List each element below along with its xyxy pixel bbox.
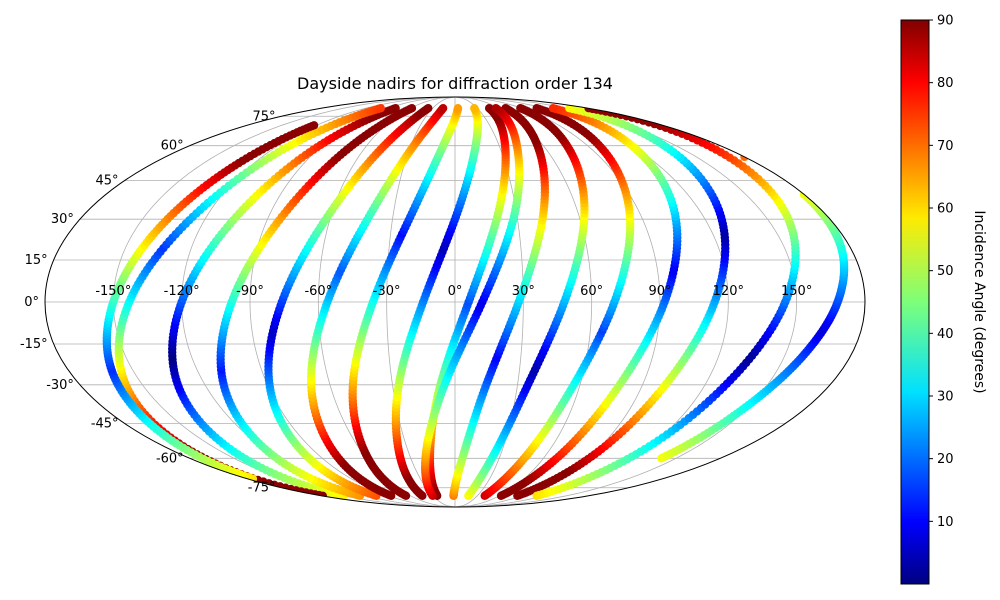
x-tick-label: 150° xyxy=(781,284,812,299)
colorbar-tick-label: 60 xyxy=(937,202,954,217)
y-tick-label: 0° xyxy=(24,295,39,310)
x-tick-label: -90° xyxy=(236,284,264,299)
y-tick-label: -45° xyxy=(91,416,119,431)
colorbar: 10 20 30 40 50 60 70 80 90 Incidence Angle (degr… xyxy=(900,14,987,585)
data-point xyxy=(491,103,501,113)
data-point xyxy=(391,103,400,113)
colorbar-tick-label: 70 xyxy=(937,139,954,154)
colorbar-gradient xyxy=(900,19,930,585)
colorbar-tick-label: 90 xyxy=(937,14,954,29)
y-tick-label: 75° xyxy=(252,109,275,124)
y-tick-label: 60° xyxy=(161,139,184,154)
colorbar-label: Incidence Angle (degrees) xyxy=(971,210,987,393)
colorbar-tick-label: 20 xyxy=(937,452,954,467)
map-plot-area: -150° -120° -90° -60° -30° 0° 30° 60° 90° 120° 150… xyxy=(20,96,866,508)
data-point xyxy=(438,103,448,113)
colorbar-tick-label: 10 xyxy=(937,515,954,530)
data-point xyxy=(516,103,525,113)
y-tick-label: -30° xyxy=(46,378,74,393)
data-point xyxy=(424,103,433,113)
data-point xyxy=(484,103,494,113)
data-point xyxy=(548,103,558,113)
x-tick-label: -60° xyxy=(304,284,332,299)
y-tick-label: -15° xyxy=(20,337,48,352)
x-tick-label: -120° xyxy=(164,284,200,299)
y-tick-label: 15° xyxy=(25,253,48,268)
y-tick-label: -75° xyxy=(248,481,276,496)
data-point xyxy=(470,103,479,113)
data-point xyxy=(309,121,319,130)
data-point xyxy=(453,103,463,113)
x-tick-label: -30° xyxy=(373,284,401,299)
chart-title: Dayside nadirs for diffraction order 134 xyxy=(297,74,613,93)
y-tick-label: 30° xyxy=(51,212,74,227)
colorbar-tick-label: 40 xyxy=(937,327,954,342)
colorbar-ticks: 10 20 30 40 50 60 70 80 90 xyxy=(929,14,954,530)
x-tick-label: 30° xyxy=(512,284,535,299)
x-tick-label: 90° xyxy=(648,284,671,299)
data-point xyxy=(407,103,417,113)
data-point xyxy=(376,103,385,113)
y-tick-label: -60° xyxy=(156,451,184,466)
data-point xyxy=(532,103,541,113)
colorbar-tick-label: 30 xyxy=(937,390,954,405)
y-tick-label: 45° xyxy=(96,174,119,189)
colorbar-tick-label: 80 xyxy=(937,76,954,91)
x-tick-label: -150° xyxy=(95,284,131,299)
data-point xyxy=(565,103,574,113)
x-tick-label: 120° xyxy=(713,284,744,299)
x-tick-label: 60° xyxy=(580,284,603,299)
colorbar-tick-label: 50 xyxy=(937,264,954,279)
scatter-points xyxy=(102,103,849,501)
x-tick-label: 0° xyxy=(448,284,463,299)
